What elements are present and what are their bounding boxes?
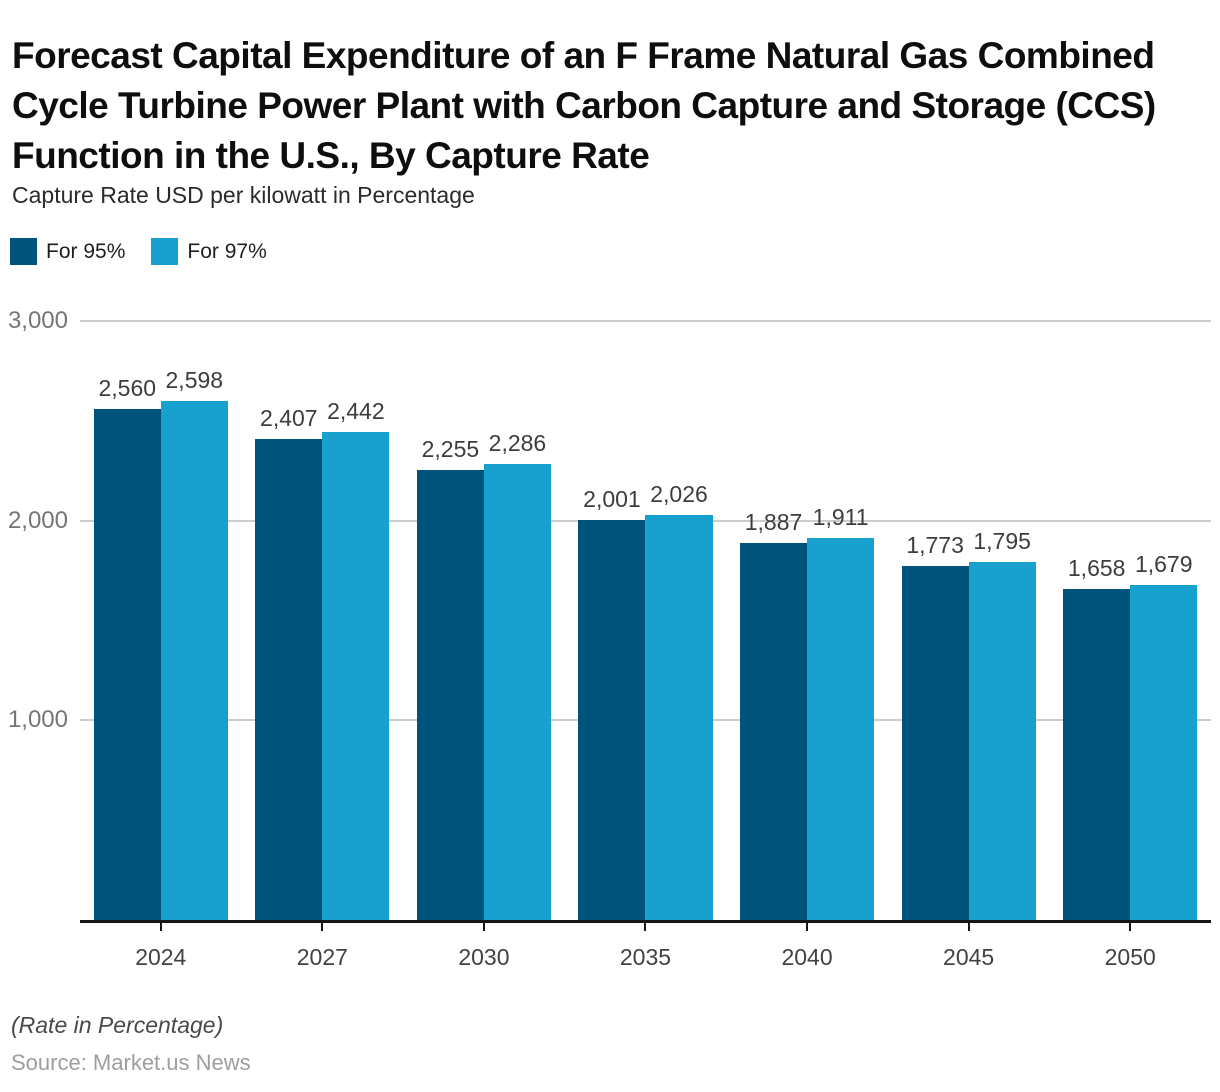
x-axis-tick-2040 — [806, 923, 809, 931]
y-axis-label-1000: 1,000 — [7, 706, 68, 734]
bar-for-95--2050: 1,658 — [1063, 555, 1131, 920]
bar-group-2040: 1,887 1,911 2040 — [726, 321, 888, 970]
value-label-for-95--2035: 2,001 — [583, 486, 641, 513]
x-axis-tick-2050 — [1129, 923, 1132, 931]
bar-group-2024: 2,560 2,598 2024 — [80, 321, 242, 970]
legend-swatch-for-95 — [10, 238, 37, 265]
x-axis-tick-2045 — [967, 923, 970, 931]
value-label-for-97--2030: 2,286 — [488, 429, 547, 456]
bar-for-97--2030: 2,286 — [483, 430, 551, 920]
bar-for-95--2045: 1,773 — [901, 532, 969, 920]
bar-for-97--2045: 1,795 — [968, 528, 1036, 920]
legend-swatch-for-97 — [151, 238, 179, 265]
legend-label-for-97: For 97% — [187, 239, 267, 263]
bar-for-97--2024: 2,598 — [160, 367, 228, 920]
legend-item-for-95: For 95% — [10, 238, 125, 265]
source-credit: Source: Market.us News — [11, 1050, 251, 1075]
chart-title: Forecast Capital Expenditure of an F Fra… — [12, 34, 1156, 176]
x-axis-tick-2030 — [482, 923, 485, 931]
x-axis-label-2027: 2027 — [296, 944, 348, 970]
gridline-3000 — [80, 320, 1211, 322]
legend: For 95% For 97% — [10, 238, 267, 265]
legend-label-for-95: For 95% — [46, 239, 126, 263]
bar-for-97--2040: 1,911 — [807, 504, 875, 920]
x-axis-label-2030: 2030 — [458, 944, 510, 970]
chart-subtitle: Capture Rate USD per kilowatt in Percent… — [12, 182, 475, 208]
value-label-for-95--2050: 1,658 — [1067, 554, 1126, 581]
bar-group-2035: 2,001 2,026 2035 — [565, 321, 727, 970]
x-axis-line — [80, 920, 1211, 923]
value-label-for-95--2040: 1,887 — [744, 509, 803, 536]
x-axis-tick-2024 — [159, 923, 162, 931]
footnote-rate: (Rate in Percentage) — [11, 1012, 224, 1038]
legend-item-for-97: For 97% — [151, 238, 267, 265]
x-axis-tick-2027 — [321, 923, 324, 931]
value-label-for-97--2027: 2,442 — [327, 398, 385, 425]
value-label-for-97--2024: 2,598 — [165, 367, 224, 394]
x-axis-tick-2035 — [644, 923, 647, 931]
bar-for-95--2027: 2,407 — [255, 405, 323, 920]
value-label-for-95--2024: 2,560 — [98, 374, 157, 401]
value-label-for-95--2030: 2,255 — [421, 435, 480, 462]
value-label-for-97--2050: 1,679 — [1134, 550, 1193, 577]
x-axis-label-2040: 2040 — [781, 944, 833, 970]
bar-for-97--2027: 2,442 — [322, 398, 390, 920]
x-axis-label-2035: 2035 — [619, 944, 672, 970]
bar-group-2050: 1,658 1,679 2050 — [1049, 321, 1211, 970]
bar-for-95--2030: 2,255 — [416, 436, 484, 920]
plot-area: 1,000 2,000 3,000 2,560 2,598 2024 2,407 2,442 2… — [8, 307, 1211, 970]
y-axis-label-2000: 2,000 — [7, 506, 68, 534]
bar-group-2030: 2,255 2,286 2030 — [403, 321, 565, 970]
value-label-for-97--2045: 1,795 — [973, 527, 1031, 554]
bar-for-95--2035: 2,001 — [578, 486, 646, 920]
bar-for-95--2040: 1,887 — [740, 509, 808, 920]
bar-for-95--2024: 2,560 — [93, 375, 161, 920]
value-label-for-97--2035: 2,026 — [650, 481, 708, 508]
bar-for-97--2050: 1,679 — [1130, 551, 1198, 920]
x-axis-label-2024: 2024 — [135, 944, 187, 970]
bar-group-2045: 1,773 1,795 2045 — [888, 321, 1050, 970]
value-label-for-95--2027: 2,407 — [260, 405, 318, 432]
value-label-for-97--2040: 1,911 — [812, 504, 869, 531]
value-label-for-95--2045: 1,773 — [906, 532, 964, 558]
bar-for-97--2035: 2,026 — [645, 481, 713, 920]
y-axis-label-3000: 3,000 — [7, 307, 68, 334]
x-axis-label-2050: 2050 — [1104, 944, 1156, 970]
x-axis-label-2045: 2045 — [943, 944, 995, 970]
bar-group-2027: 2,407 2,442 2027 — [242, 321, 404, 970]
